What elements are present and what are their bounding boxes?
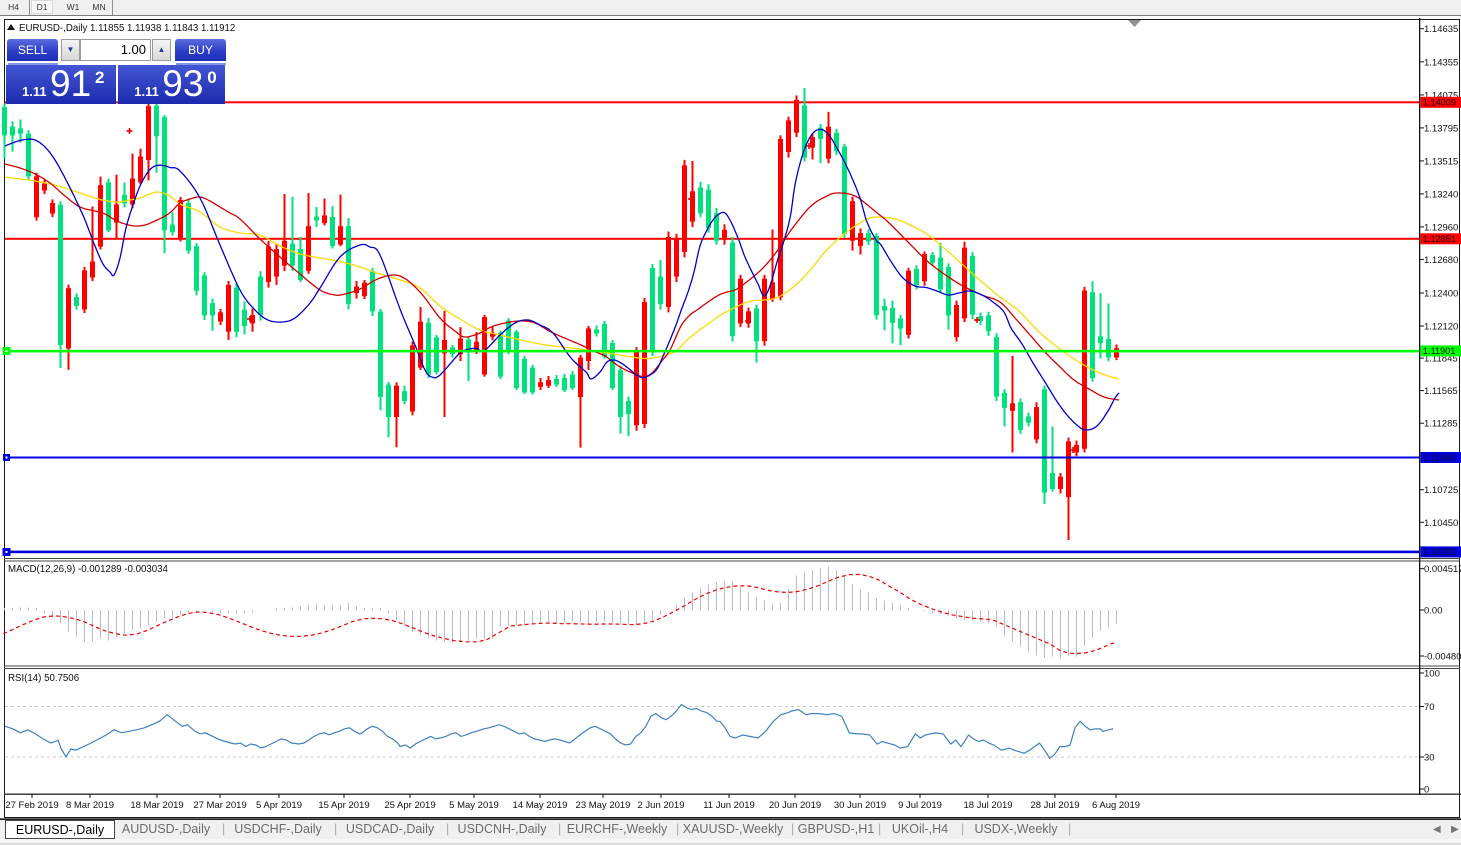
svg-text:6 Aug 2019: 6 Aug 2019 [1092, 800, 1140, 811]
svg-text:30 Jun 2019: 30 Jun 2019 [834, 800, 886, 811]
svg-text:15 Apr 2019: 15 Apr 2019 [318, 800, 369, 811]
svg-text:0.00: 0.00 [1424, 606, 1443, 617]
svg-text:RSI(14) 50.7506: RSI(14) 50.7506 [8, 673, 79, 684]
svg-text:1.11285: 1.11285 [1424, 419, 1458, 430]
svg-text:30: 30 [1424, 753, 1435, 764]
svg-text:EURUSD-,Daily 1.11855 1.11938: EURUSD-,Daily 1.11855 1.11938 1.11843 1.… [19, 23, 235, 34]
svg-text:1.12120: 1.12120 [1424, 322, 1458, 333]
svg-text:-0.004806: -0.004806 [1424, 652, 1461, 663]
svg-text:2 Jun 2019: 2 Jun 2019 [637, 800, 684, 811]
svg-text:MACD(12,26,9) -0.001289 -0.003: MACD(12,26,9) -0.001289 -0.003034 [8, 564, 169, 575]
svg-text:1.10450: 1.10450 [1424, 518, 1458, 529]
svg-text:1.14635: 1.14635 [1424, 24, 1458, 35]
svg-text:1.11565: 1.11565 [1424, 386, 1458, 397]
svg-text:1.10201: 1.10201 [1423, 547, 1456, 557]
svg-text:25 Apr 2019: 25 Apr 2019 [384, 800, 435, 811]
svg-text:1.12851: 1.12851 [1423, 234, 1456, 244]
svg-text:1.13240: 1.13240 [1424, 189, 1458, 200]
svg-text:28 Jul 2019: 28 Jul 2019 [1030, 800, 1079, 811]
svg-text:1.12400: 1.12400 [1424, 289, 1458, 300]
svg-text:100: 100 [1424, 669, 1440, 680]
svg-text:1.13795: 1.13795 [1424, 123, 1458, 134]
svg-text:1.11901: 1.11901 [1423, 346, 1456, 356]
svg-text:27 Feb 2019: 27 Feb 2019 [5, 800, 58, 811]
svg-text:11 Jun 2019: 11 Jun 2019 [703, 800, 755, 811]
svg-text:20 Jun 2019: 20 Jun 2019 [769, 800, 821, 811]
svg-text:1.14009: 1.14009 [1423, 98, 1456, 108]
svg-text:0.004517: 0.004517 [1424, 564, 1461, 575]
svg-text:27 Mar 2019: 27 Mar 2019 [193, 800, 246, 811]
svg-text:1.10725: 1.10725 [1424, 485, 1458, 496]
svg-text:5 May 2019: 5 May 2019 [449, 800, 499, 811]
svg-text:5 Apr 2019: 5 Apr 2019 [256, 800, 302, 811]
svg-text:1.12960: 1.12960 [1424, 222, 1458, 233]
svg-text:18 Jul 2019: 18 Jul 2019 [963, 800, 1012, 811]
svg-text:1.13515: 1.13515 [1424, 156, 1458, 167]
svg-text:23 May 2019: 23 May 2019 [576, 800, 631, 811]
svg-text:18 Mar 2019: 18 Mar 2019 [130, 800, 183, 811]
svg-text:14 May 2019: 14 May 2019 [513, 800, 568, 811]
svg-text:1.14355: 1.14355 [1424, 57, 1458, 68]
svg-text:0: 0 [1424, 785, 1429, 796]
svg-text:1.14075: 1.14075 [1424, 90, 1458, 101]
svg-text:70: 70 [1424, 702, 1435, 713]
svg-text:1.11845: 1.11845 [1424, 354, 1458, 365]
svg-text:1.11000: 1.11000 [1423, 453, 1456, 463]
svg-text:9 Jul 2019: 9 Jul 2019 [898, 800, 942, 811]
svg-text:8 Mar 2019: 8 Mar 2019 [66, 800, 114, 811]
svg-text:1.12680: 1.12680 [1424, 255, 1458, 266]
